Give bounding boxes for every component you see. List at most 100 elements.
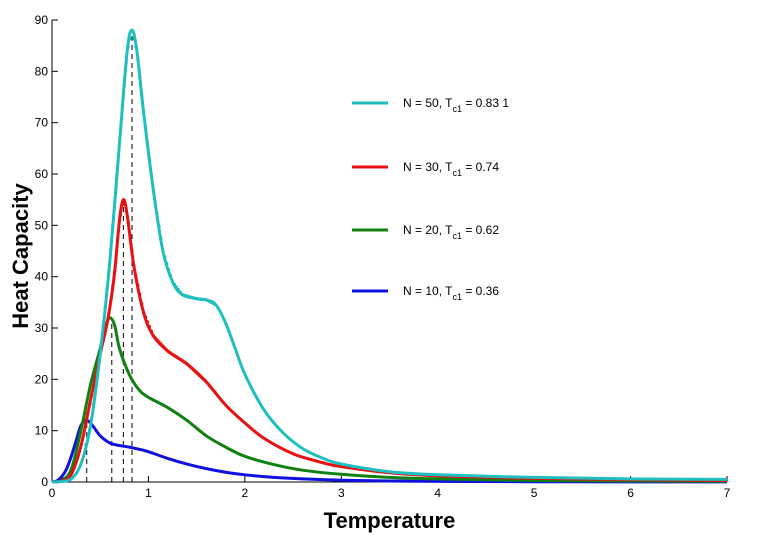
data-point xyxy=(136,283,140,287)
data-point xyxy=(138,292,142,296)
data-point xyxy=(105,287,109,291)
data-point xyxy=(174,285,178,289)
data-point xyxy=(115,177,119,181)
data-point xyxy=(143,315,148,319)
data-point xyxy=(138,75,142,79)
data-point xyxy=(122,83,126,88)
data-point xyxy=(109,247,113,252)
data-point xyxy=(132,36,136,41)
legend-label-n-50: N = 50, Tc1 = 0.83 1 xyxy=(403,96,509,114)
data-point xyxy=(84,443,88,447)
data-point xyxy=(88,402,92,407)
data-point xyxy=(153,336,157,340)
data-point xyxy=(159,342,163,346)
data-point xyxy=(97,359,101,363)
data-point xyxy=(103,331,107,335)
y-tick-label: 10 xyxy=(35,424,49,438)
data-point xyxy=(209,386,213,390)
data-point xyxy=(130,28,134,32)
y-tick-label: 90 xyxy=(35,13,49,27)
data-point xyxy=(211,388,215,392)
data-point xyxy=(176,287,180,292)
y-tick-label: 50 xyxy=(35,218,49,232)
data-point xyxy=(118,213,123,217)
series-line-n-30 xyxy=(51,198,728,484)
data-point xyxy=(157,224,161,228)
data-point xyxy=(89,416,94,420)
x-tick-label: 6 xyxy=(627,486,634,500)
data-point xyxy=(134,274,138,278)
data-point xyxy=(169,274,173,278)
y-tick-label: 30 xyxy=(35,321,49,335)
legend-label-n-30: N = 30, Tc1 = 0.74 xyxy=(403,160,499,178)
y-tick-label: 40 xyxy=(35,270,49,284)
data-point xyxy=(115,249,119,253)
data-point xyxy=(142,110,146,114)
data-point xyxy=(172,282,177,286)
data-point xyxy=(178,290,182,294)
data-point xyxy=(93,388,97,392)
data-point xyxy=(122,201,126,206)
data-point xyxy=(88,427,92,431)
y-tick-label: 60 xyxy=(35,167,49,181)
data-point xyxy=(126,45,130,49)
data-point xyxy=(101,324,105,328)
data-point xyxy=(86,412,90,416)
data-point xyxy=(145,141,150,145)
x-tick-label: 3 xyxy=(338,486,345,500)
data-point xyxy=(149,172,153,176)
data-point xyxy=(95,373,99,377)
data-point xyxy=(91,384,96,388)
data-point xyxy=(120,106,124,111)
data-point xyxy=(130,250,134,254)
data-point xyxy=(105,321,109,325)
data-point xyxy=(132,264,136,268)
data-point xyxy=(103,305,107,310)
y-tick-label: 0 xyxy=(41,475,48,489)
data-point xyxy=(116,228,121,233)
data-point xyxy=(84,421,88,425)
series-markers-n-50 xyxy=(84,28,217,447)
data-point xyxy=(136,58,140,62)
data-point xyxy=(161,249,165,253)
x-tick-label: 0 xyxy=(49,486,56,500)
data-point xyxy=(157,340,161,344)
x-axis-title: Temperature xyxy=(324,508,456,533)
data-point xyxy=(99,342,103,347)
y-axis-title: Heat Capacity xyxy=(8,182,33,328)
data-point xyxy=(153,200,157,204)
data-point xyxy=(113,200,117,204)
data-point xyxy=(165,261,169,265)
series-lines xyxy=(51,28,728,484)
data-point xyxy=(111,284,115,288)
data-point xyxy=(207,383,211,387)
data-point xyxy=(163,255,167,259)
legend-label-n-20: N = 20, Tc1 = 0.62 xyxy=(403,223,499,241)
data-point xyxy=(155,212,159,216)
series-line-n-20 xyxy=(51,316,728,484)
y-tick-label: 80 xyxy=(35,64,49,78)
x-tick-label: 1 xyxy=(145,486,152,500)
x-tick-label: 5 xyxy=(531,486,538,500)
x-tick-label: 2 xyxy=(242,486,249,500)
data-point xyxy=(124,209,128,213)
data-point xyxy=(203,379,207,383)
data-point xyxy=(126,220,130,224)
data-point xyxy=(147,157,151,161)
data-point xyxy=(147,324,151,329)
data-point xyxy=(89,393,94,397)
data-point xyxy=(116,153,121,157)
data-point xyxy=(118,130,123,134)
data-point xyxy=(128,36,132,41)
data-point xyxy=(167,267,171,272)
data-point xyxy=(113,269,117,274)
data-point xyxy=(161,344,165,348)
y-tick-label: 20 xyxy=(35,372,49,386)
data-point xyxy=(151,334,155,338)
series-line-n-10 xyxy=(51,418,728,484)
x-tick-label: 4 xyxy=(434,486,441,500)
data-point xyxy=(86,435,90,439)
data-point xyxy=(109,298,113,302)
